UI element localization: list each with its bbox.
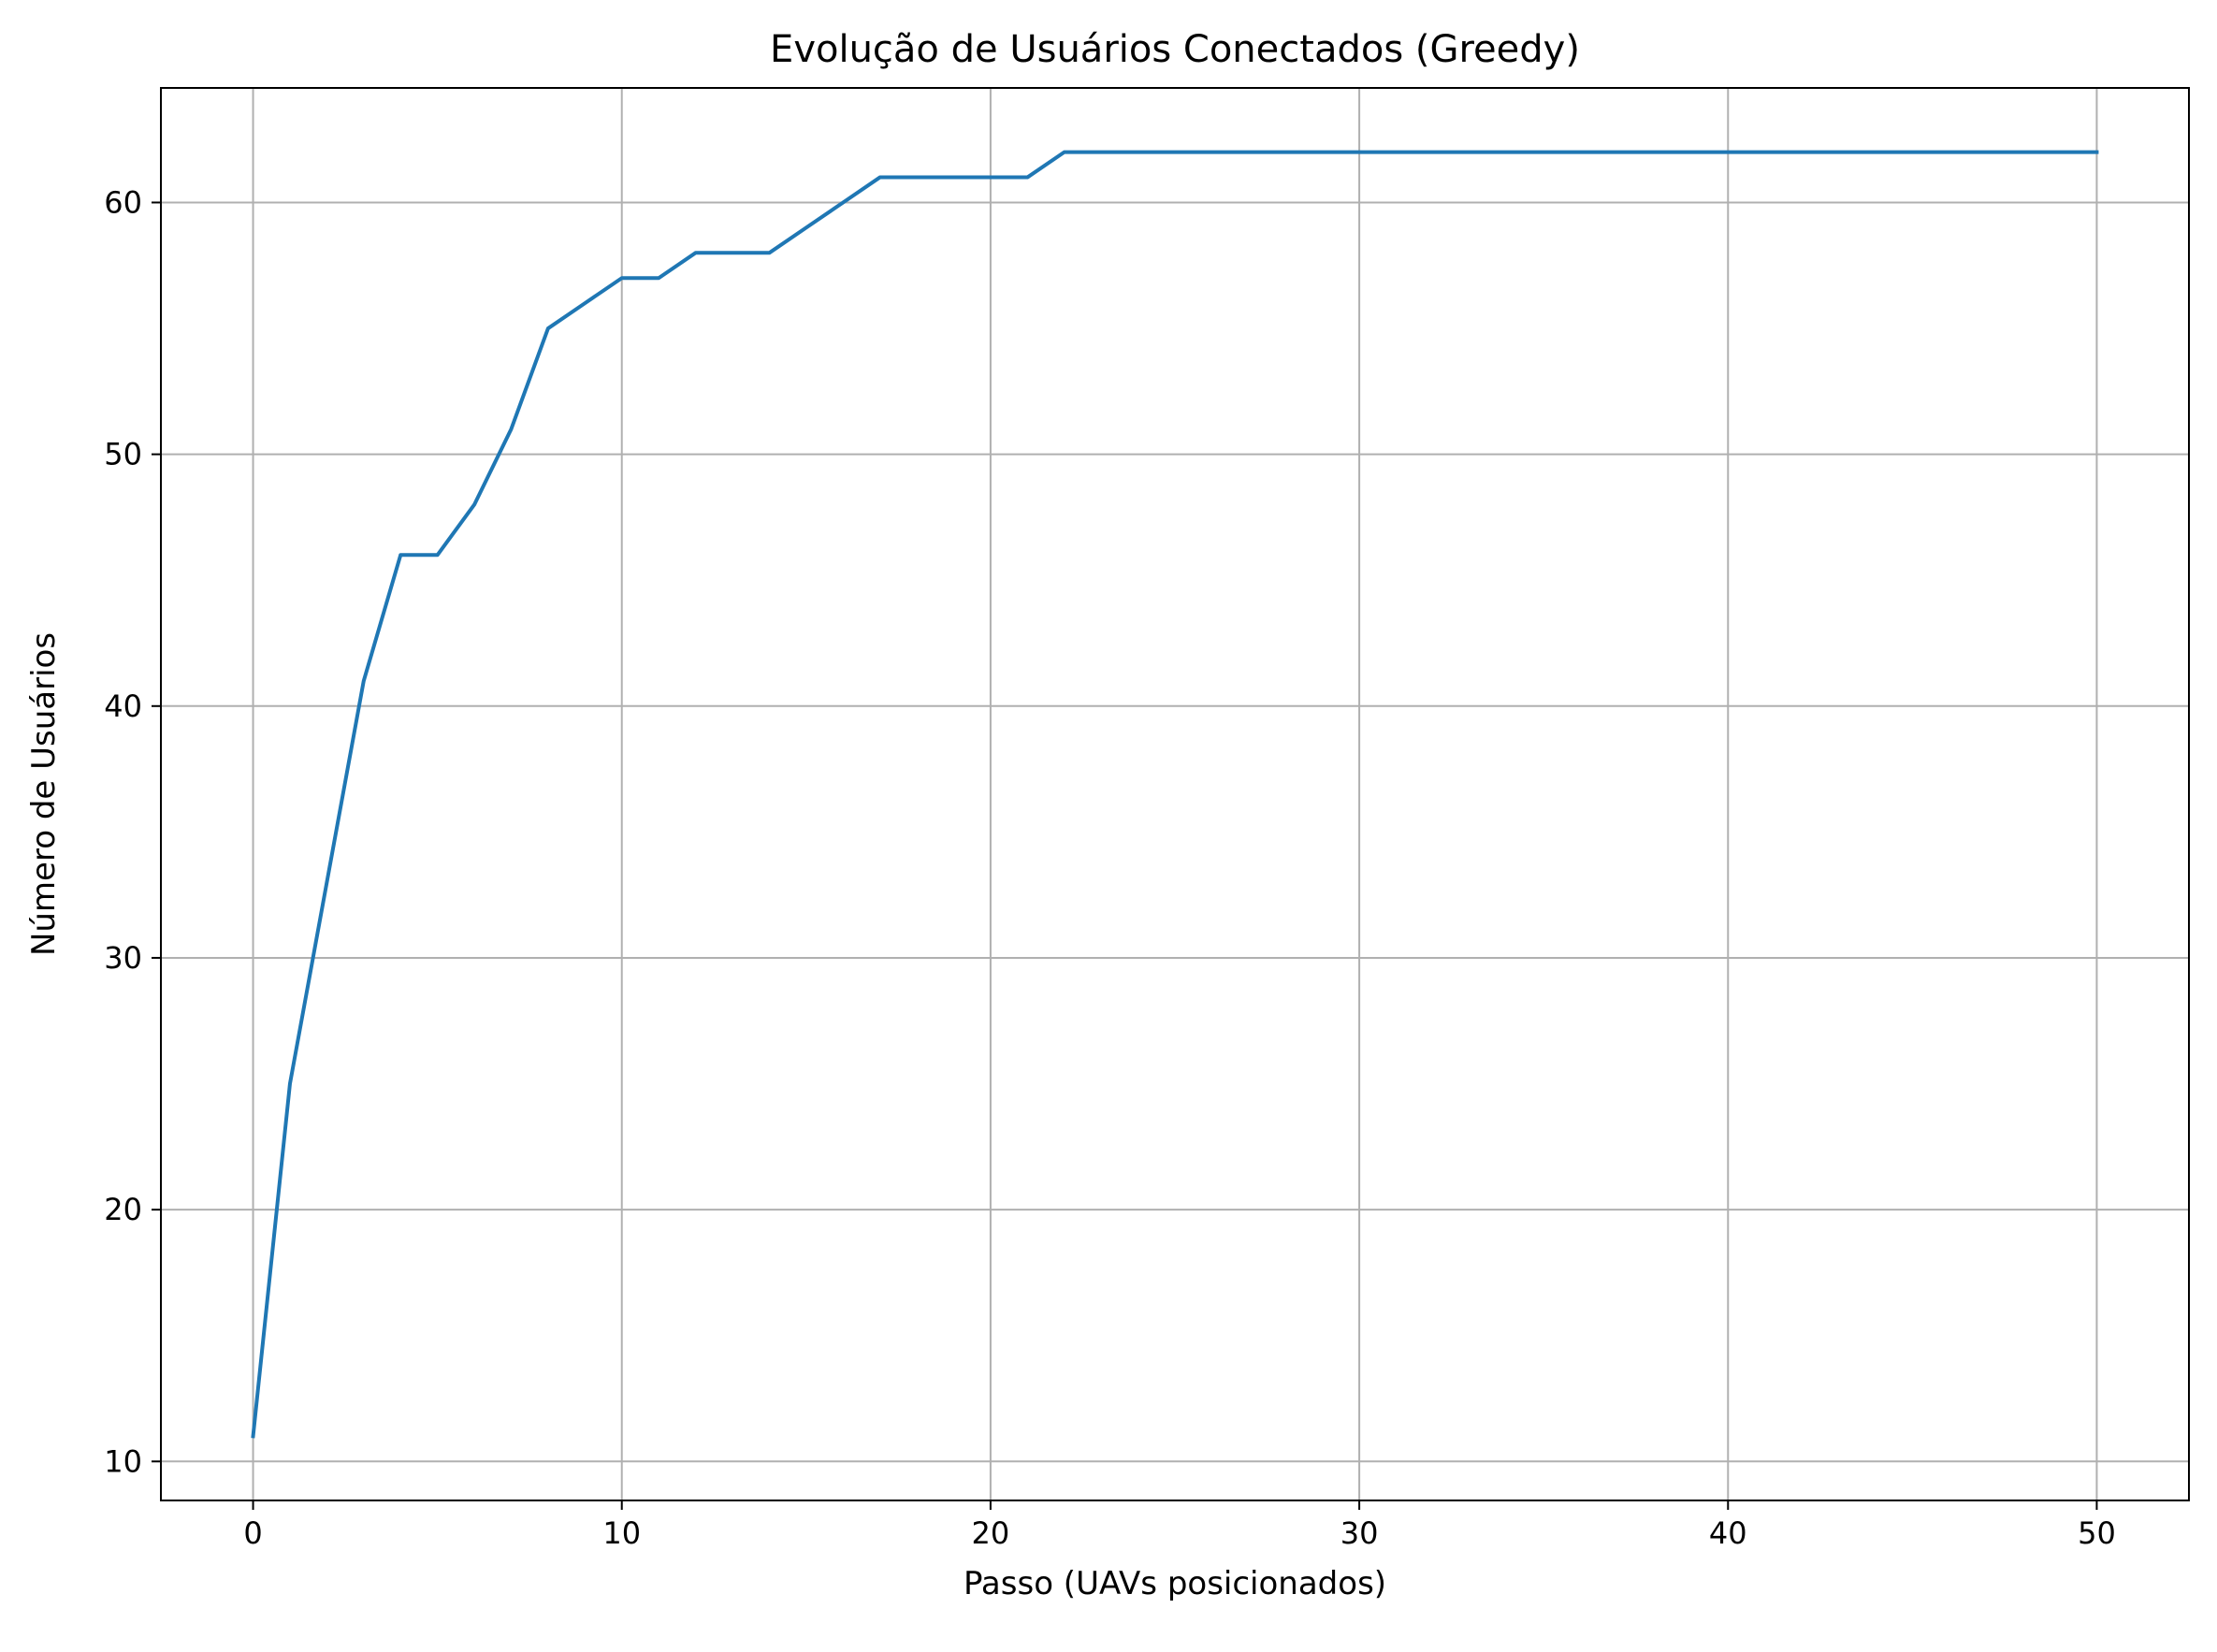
x-tick-label: 0 xyxy=(243,1515,262,1551)
axis-ticks: 0 10 20 30 40 50 10 20 30 40 50 60 xyxy=(104,184,2116,1551)
y-tick-label: 10 xyxy=(104,1443,142,1479)
plot-frame xyxy=(160,87,2190,1501)
series-line xyxy=(251,150,2099,1439)
x-axis-label: Passo (UAVs posicionados) xyxy=(964,1565,1386,1602)
y-tick-label: 40 xyxy=(104,688,142,724)
chart-title: Evolução de Usuários Conectados (Greedy) xyxy=(770,28,1580,71)
y-tick-label: 50 xyxy=(104,437,142,472)
series-layer xyxy=(251,150,2099,1439)
y-tick-label: 20 xyxy=(104,1192,142,1227)
x-tick-label: 10 xyxy=(602,1515,641,1551)
x-tick-label: 20 xyxy=(972,1515,1010,1551)
y-axis-label: Número de Usuários xyxy=(25,632,63,956)
grid-lines xyxy=(161,88,2189,1500)
y-tick-label: 60 xyxy=(104,184,142,220)
y-tick-label: 30 xyxy=(104,940,142,976)
x-tick-label: 30 xyxy=(1340,1515,1379,1551)
x-tick-label: 40 xyxy=(1709,1515,1747,1551)
x-tick-label: 50 xyxy=(2078,1515,2116,1551)
